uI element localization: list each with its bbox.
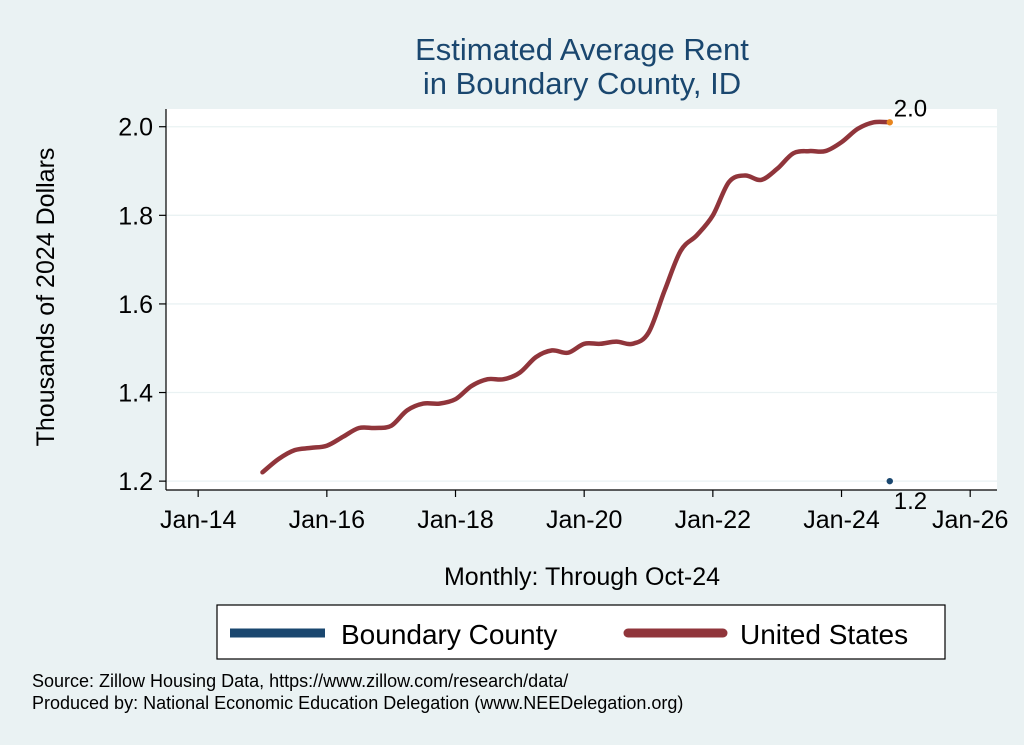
y-tick-label: 1.2: [118, 468, 153, 496]
end-marker-boundary-county: [886, 477, 893, 485]
y-tick-label: 2.0: [118, 114, 153, 142]
y-tick-label: 1.8: [118, 202, 153, 230]
x-tick-label: Jan-20: [546, 506, 622, 534]
end-label-united-states: 2.0: [894, 95, 927, 122]
x-tick-label: Jan-18: [417, 506, 493, 534]
y-tick-label: 1.6: [118, 291, 153, 319]
chart-title-line-2: in Boundary County, ID: [423, 66, 741, 101]
x-tick-label: Jan-26: [932, 506, 1008, 534]
source-note: Source: Zillow Housing Data, https://www…: [32, 671, 568, 691]
x-axis-title: Monthly: Through Oct-24: [444, 563, 720, 591]
legend-box: [216, 604, 946, 660]
legend-label-boundary-county: Boundary County: [341, 619, 557, 650]
legend-label-united-states: United States: [740, 619, 908, 650]
produced-by-note: Produced by: National Economic Education…: [32, 693, 683, 713]
end-marker-united-states: [886, 119, 893, 126]
plot-area: [166, 109, 997, 490]
series-layer: 2.0 1.2: [260, 95, 927, 515]
x-tick-label: Jan-14: [160, 506, 237, 534]
legend: Boundary County United States: [216, 604, 946, 660]
y-tick-label: 1.4: [118, 380, 153, 408]
grid-lines: [166, 126, 997, 482]
series-line-united-states: [260, 119, 893, 475]
x-tick-label: Jan-16: [289, 506, 365, 534]
chart-title-line-1: Estimated Average Rent: [415, 32, 749, 67]
axes: 1.2 1.4 1.6 1.8 2.0 Jan-14 Jan-16 Jan-18 Jan-20 J…: [118, 109, 1008, 534]
x-tick-label: Jan-22: [675, 506, 751, 534]
x-tick-label: Jan-24: [803, 506, 880, 534]
end-label-boundary-county: 1.2: [894, 488, 927, 515]
y-axis-title: Thousands of 2024 Dollars: [32, 148, 60, 447]
